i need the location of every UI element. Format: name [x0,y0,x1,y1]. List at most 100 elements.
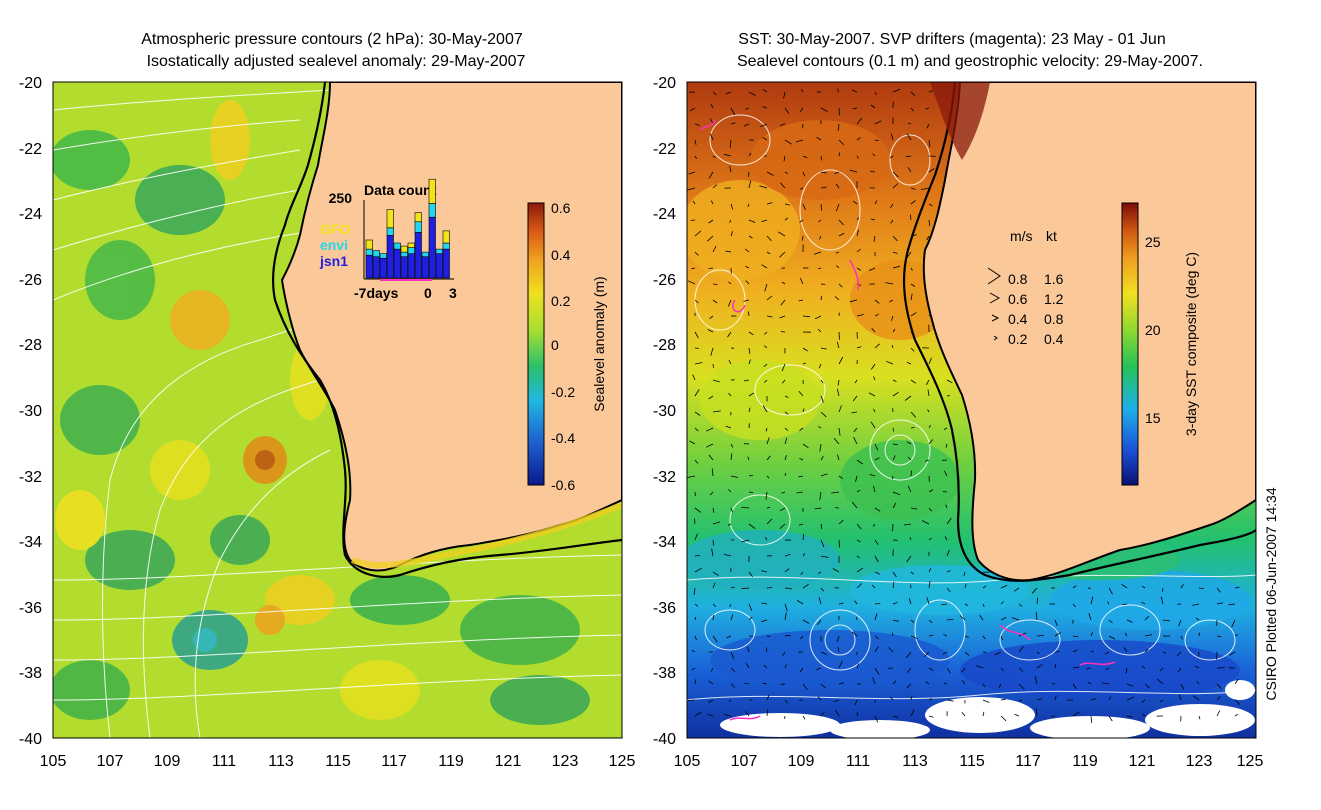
sst-colorbar-ramp [1121,202,1139,486]
velocity-arrow [1234,586,1240,589]
velocity-arrow [910,379,917,384]
velocity-arrow [726,635,732,639]
velocity-arrow [799,187,804,190]
velocity-arrow [872,677,876,685]
inset-bar-envi [414,221,422,233]
velocity-arrow-key-icon [993,335,998,341]
left-lon-tick: 123 [552,753,579,770]
sla-cbar-tick: -0.6 [551,477,575,493]
velocity-arrow [928,439,934,445]
velocity-arrow [837,646,840,653]
velocity-arrow [745,711,750,717]
velocity-arrow [784,395,789,398]
velocity-arrow [781,281,786,285]
velocity-arrow [946,699,954,702]
velocity-arrow [870,104,876,109]
velocity-arrow [964,583,967,589]
velocity-arrow [743,123,750,127]
velocity-arrow [712,363,714,368]
velocity-arrow [856,248,861,253]
velocity-arrow [1090,632,1093,637]
velocity-arrow [885,282,894,285]
velocity-arrow [729,603,732,608]
right-map[interactable] [680,82,1256,740]
velocity-arrow [705,443,714,448]
data-count-inset: Data count 250 GFO envi jsn1 -7days 0 3 [319,178,457,301]
velocity-arrow [835,183,840,189]
velocity-arrow [694,139,697,145]
velocity-arrow [712,603,717,607]
velocity-arrow [728,281,732,285]
velocity-arrow [892,183,899,189]
velocity-arrow [838,232,845,237]
velocity-arrow [891,632,894,637]
velocity-arrow [1104,651,1110,655]
velocity-arrow [910,293,913,301]
velocity-arrow [910,470,912,477]
velocity-arrow [766,251,771,255]
velocity-arrow [763,345,768,349]
velocity-arrow [964,603,969,606]
velocity-arrow [892,491,901,496]
velocity-arrow [892,328,896,333]
velocity-arrow [1180,635,1183,640]
velocity-arrow [1086,667,1092,670]
velocity-arrow [712,155,716,158]
velocity-arrow [1108,696,1112,701]
velocity-arrow [798,523,804,526]
velocity-arrow [921,187,930,190]
sla-colorbar-label: Sealevel anomaly (m) [591,276,607,411]
cloud-mask [720,680,1255,738]
velocity-arrow [710,200,714,205]
velocity-arrow [890,219,894,224]
velocity-arrow [910,214,912,221]
velocity-arrow [766,202,773,205]
velocity-arrow [927,389,930,397]
velocity-arrow [926,123,930,129]
velocity-arrow [928,357,932,365]
velocity-arrow [928,568,932,573]
velocity-arrow [712,582,716,589]
sst-cbar-tick: 15 [1145,410,1161,426]
velocity-arrow [799,458,804,461]
velocity-arrow [910,200,916,205]
velocity-arrow [1054,619,1058,626]
velocity-arrow [820,539,825,548]
velocity-arrow [1000,698,1006,701]
inset-bar-jsn1 [435,253,443,279]
velocity-arrow [1192,695,1200,701]
velocity-arrow [1216,696,1221,701]
velocity-arrow [1088,682,1092,685]
velocity-arrow [1162,587,1164,592]
velocity-arrow [748,359,751,365]
velocity-arrow [853,427,858,433]
velocity-arrow [759,185,768,189]
velocity-arrow [694,635,697,641]
svp-drifters [699,119,1116,721]
velocity-arrow [748,347,751,354]
velocity-arrow [856,459,863,465]
velocity-arrow [906,683,912,689]
velocity-arrow [1144,683,1150,689]
velocity-arrow [851,411,858,414]
right-lon-tick: 105 [674,753,701,770]
velocity-arrow [874,715,879,723]
velocity-arrow [694,616,697,621]
velocity-arrow [874,443,879,451]
velocity-arrow [854,699,858,706]
inset-xlabel-end: 3 [449,285,457,301]
velocity-arrow [1124,632,1128,637]
velocity-arrow [889,155,894,159]
velocity-arrow [856,663,859,669]
velocity-arrow [851,89,858,93]
velocity-arrow [856,314,864,317]
velocity-arrow [928,581,931,589]
left-lat-axis: -20 -22 -24 -26 -28 -30 -32 -34 -36 -38 … [19,75,42,748]
velocity-arrow [945,443,948,448]
velocity-arrow [833,437,840,445]
velocity-arrow [909,536,912,541]
velocity-arrow [1054,632,1061,637]
left-lat-tick: -26 [19,272,42,289]
velocity-arrow [728,489,732,493]
sla-cbar-tick: -0.2 [551,384,575,400]
